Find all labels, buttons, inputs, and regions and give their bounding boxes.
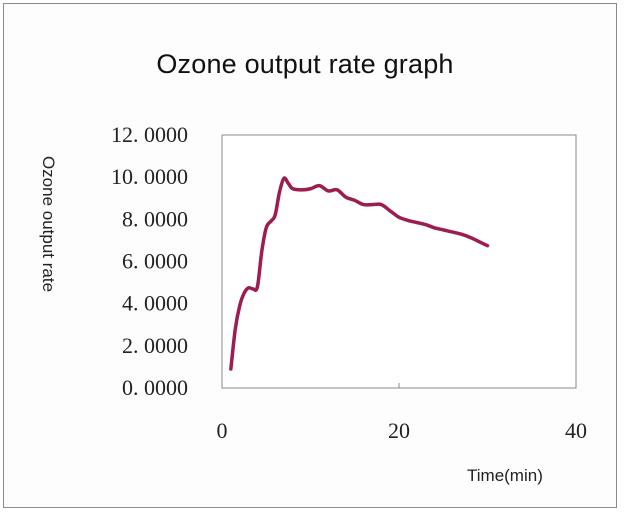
y-tick-label: 6. 0000 xyxy=(122,249,188,274)
x-tick-label: 40 xyxy=(565,418,587,443)
y-axis-ticks: 0. 0000 2. 0000 4. 0000 6. 0000 8. 0000 10. 0… xyxy=(111,122,188,400)
plot-area xyxy=(221,134,577,389)
series-group xyxy=(229,176,490,371)
x-axis-ticks: 0 20 40 xyxy=(217,383,587,443)
y-tick-label: 10. 0000 xyxy=(111,164,188,189)
y-tick-label: 0. 0000 xyxy=(122,375,188,400)
x-axis-label: Time(min) xyxy=(467,466,543,485)
y-tick-label: 8. 0000 xyxy=(122,206,188,231)
chart-title: Ozone output rate graph xyxy=(156,49,454,79)
y-tick-label: 2. 0000 xyxy=(122,333,188,358)
x-tick-label: 20 xyxy=(388,418,410,443)
series-line xyxy=(229,176,490,371)
y-tick-label: 4. 0000 xyxy=(122,291,188,316)
x-tick-label: 0 xyxy=(217,418,228,443)
y-tick-label: 12. 0000 xyxy=(111,122,188,147)
